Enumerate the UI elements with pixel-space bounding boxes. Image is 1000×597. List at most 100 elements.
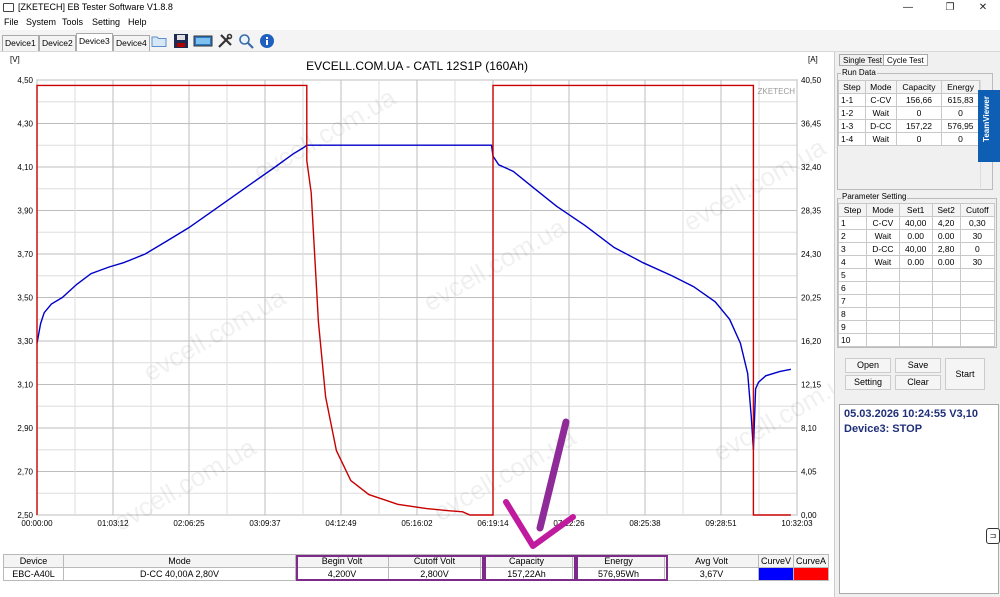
param-cell (866, 294, 900, 308)
teamviewer-tab[interactable]: TeamViewer (978, 90, 1000, 162)
run_data-cell: Wait (864, 132, 897, 146)
param-cell (866, 320, 900, 334)
table-row[interactable]: 6 (837, 281, 996, 295)
save-icon[interactable] (173, 33, 189, 49)
table-row[interactable]: 7 (837, 294, 996, 308)
table-row[interactable]: 3 D-CC 40,00 2,80 0 (837, 242, 996, 256)
val-avg-volt: 3,67V (664, 567, 759, 581)
open-button[interactable]: Open (845, 358, 891, 373)
menu-system[interactable]: System (26, 17, 57, 27)
table-row[interactable]: 9 (837, 320, 996, 334)
param-cell (898, 320, 933, 334)
curve-v-swatch[interactable] (757, 567, 795, 581)
curve-a-swatch[interactable] (793, 567, 830, 581)
y-right-tick-label: 8,10 (801, 424, 817, 433)
y-left-tick-label: 4,50 (17, 76, 33, 85)
side-handle-icon[interactable]: ⊐ (986, 528, 1000, 544)
maximize-button[interactable]: ❐ (945, 2, 955, 13)
param-header: Set2 (931, 203, 961, 217)
menu-file[interactable]: File (4, 17, 19, 27)
table-row[interactable]: 5 (837, 268, 996, 282)
param-header: Cutoff (959, 203, 996, 217)
tab-single-test[interactable]: Single Test (839, 54, 886, 66)
start-button[interactable]: Start (945, 358, 985, 390)
param-group (837, 198, 997, 348)
y-left-tick-label: 3,70 (17, 250, 33, 259)
run_data-header: Step (838, 80, 866, 94)
param-cell (898, 268, 933, 282)
param-cell: 5 (837, 268, 868, 282)
x-tick-label: 03:09:37 (249, 519, 281, 528)
tools-icon[interactable] (217, 33, 233, 49)
y-left-tick-label: 3,30 (17, 337, 33, 346)
tab-device4[interactable]: Device4 (113, 35, 150, 51)
param-cell: 2,80 (931, 242, 961, 256)
param-cell (898, 307, 933, 321)
y-right-tick-label: 24,30 (801, 250, 822, 259)
run_data-cell: 0 (895, 132, 943, 146)
table-row[interactable]: 1-4 Wait 0 0 (838, 132, 980, 146)
table-row[interactable]: 2 Wait 0.00 0.00 30 (837, 229, 996, 243)
tab-device2[interactable]: Device2 (39, 35, 76, 51)
x-tick-label: 07:22:26 (553, 519, 585, 528)
run_data-cell: C-CV (864, 93, 897, 107)
table-row[interactable]: 1-2 Wait 0 0 (838, 106, 980, 120)
hdr-mode: Mode (63, 554, 296, 568)
highlight-energy-box (576, 555, 668, 581)
chart: evcell.com.uaevcell.com.uaevcell.com.uae… (10, 55, 834, 549)
toolbar: Device1 Device2 Device3 Device4 (0, 30, 1000, 52)
y-right-tick-label: 12,15 (801, 381, 822, 390)
param-cell (898, 281, 933, 295)
param-cell: 3 (837, 242, 868, 256)
run_data-cell: 1-4 (838, 132, 866, 146)
folder-icon[interactable] (151, 33, 167, 49)
table-row[interactable]: 1-1 C-CV 156,66 615,83 (838, 93, 980, 107)
table-row[interactable]: 8 (837, 307, 996, 321)
run_data-cell: D-CC (864, 119, 897, 133)
x-tick-label: 02:06:25 (173, 519, 205, 528)
table-row[interactable]: 1-3 D-CC 157,22 576,95 (838, 119, 980, 133)
param-header: Mode (866, 203, 900, 217)
run_data-cell: 0 (941, 106, 980, 120)
clear-button[interactable]: Clear (895, 375, 941, 390)
y-left-tick-label: 4,10 (17, 163, 33, 172)
param-cell: 40,00 (898, 216, 933, 230)
param-cell: 10 (837, 333, 868, 347)
param-cell: 40,00 (898, 242, 933, 256)
menu-bar: File System Tools Setting Help (0, 16, 1000, 30)
info-icon[interactable] (259, 33, 275, 49)
table-row[interactable]: 4 Wait 0.00 0.00 30 (837, 255, 996, 269)
tab-device3[interactable]: Device3 (76, 33, 113, 51)
close-button[interactable]: ✕ (978, 2, 988, 13)
tab-device1[interactable]: Device1 (2, 35, 39, 51)
table-row[interactable]: 10 (837, 333, 996, 347)
menu-help[interactable]: Help (128, 17, 147, 27)
param-cell: 30 (959, 229, 996, 243)
param-cell: 30 (959, 255, 996, 269)
y-left-tick-label: 3,10 (17, 381, 33, 390)
search-icon[interactable] (238, 33, 254, 49)
val-mode: D-CC 40,00A 2,80V (63, 567, 296, 581)
param-cell (931, 268, 961, 282)
run_data-header: Mode (864, 80, 897, 94)
param-cell: C-CV (866, 216, 900, 230)
y-right-tick-label: 36,45 (801, 120, 822, 129)
menu-tools[interactable]: Tools (62, 17, 84, 27)
hdr-curve-v: CurveV (757, 554, 795, 568)
minimize-button[interactable]: — (903, 2, 913, 13)
save-button[interactable]: Save (895, 358, 941, 373)
param-cell (866, 281, 900, 295)
hdr-cutoff-volt: Cutoff Volt (388, 554, 481, 568)
monitor-icon[interactable] (193, 33, 213, 49)
run_data-cell: 1-3 (838, 119, 866, 133)
y-left-unit: [V] (10, 55, 20, 64)
param-cell: 0.00 (931, 229, 961, 243)
menu-setting[interactable]: Setting (92, 17, 121, 27)
table-row[interactable]: 1 C-CV 40,00 4,20 0,30 (837, 216, 996, 230)
param-table: Step Mode Set1 Set2 Cutoff 1 C-CV 40,00 4,20 0,3… (837, 203, 996, 347)
param-cell: 4 (837, 255, 868, 269)
param-cell: 4,20 (931, 216, 961, 230)
y-left-tick-label: 4,30 (17, 120, 33, 129)
tab-cycle-test[interactable]: Cycle Test (883, 54, 928, 66)
setting-button[interactable]: Setting (845, 375, 891, 390)
